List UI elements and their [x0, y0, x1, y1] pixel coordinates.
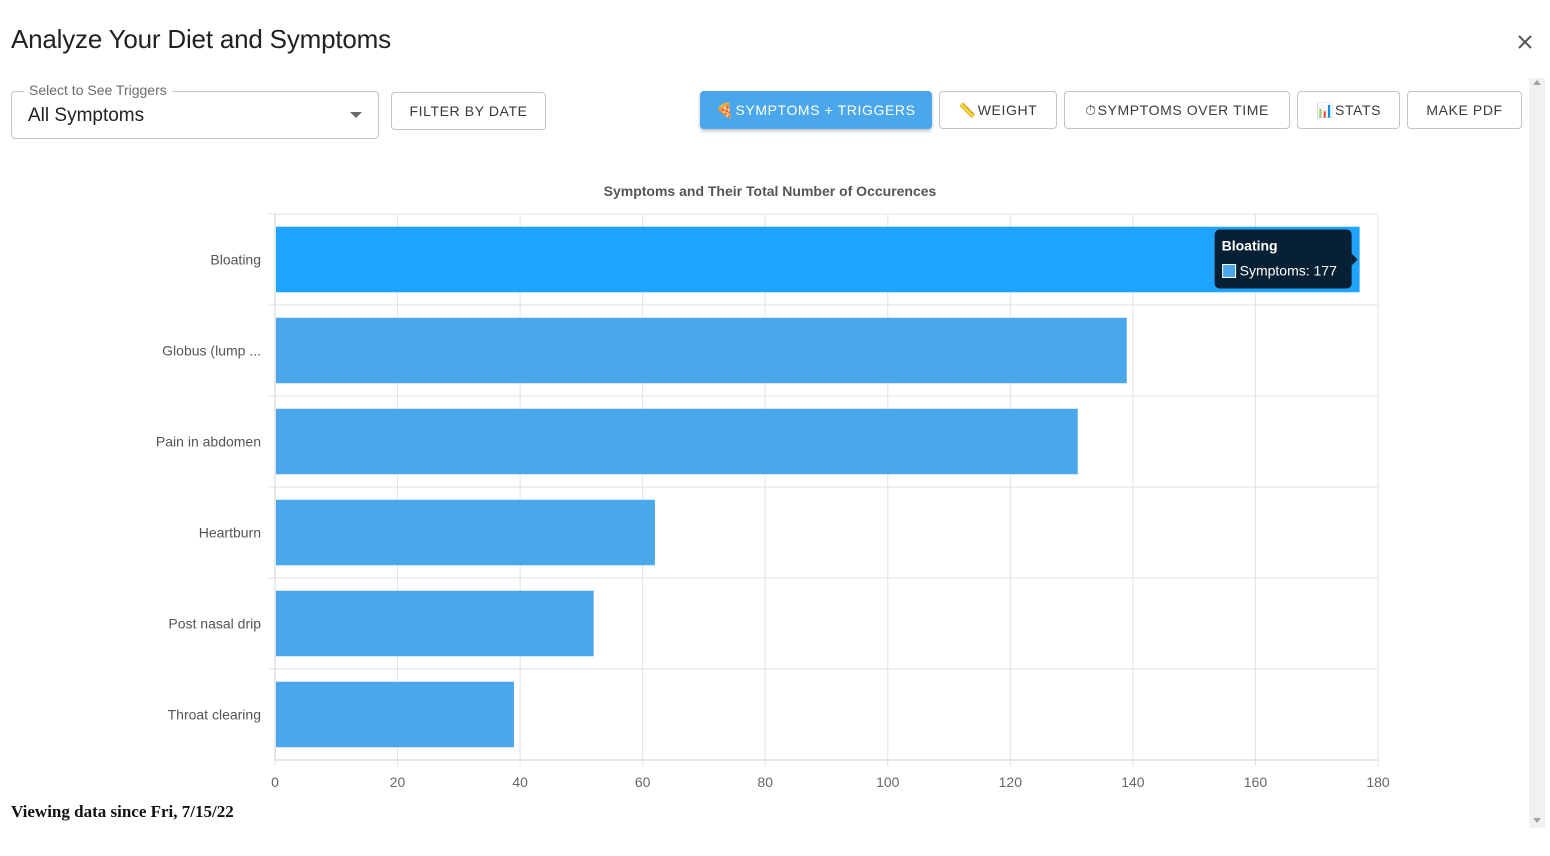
- x-tick-label: 140: [1121, 774, 1145, 790]
- bar[interactable]: [276, 408, 1078, 475]
- tooltip-swatch: [1222, 264, 1237, 278]
- x-tick-label: 60: [635, 774, 651, 790]
- chart-tooltip: Bloating Symptoms: 177: [1214, 229, 1358, 289]
- category-label: Post nasal drip: [168, 616, 261, 632]
- pizza-icon: 🍕: [716, 101, 735, 118]
- symptoms-triggers-label: SYMPTOMS + TRIGGERS: [735, 102, 916, 118]
- bar-chart-icon: 📊: [1315, 101, 1334, 118]
- symptoms-bar-chart: Symptoms and Their Total Number of Occur…: [156, 183, 1390, 790]
- ruler-icon: 📏: [958, 101, 977, 118]
- bar[interactable]: [276, 226, 1360, 293]
- stopwatch-icon: ⏱: [1085, 101, 1097, 118]
- weight-button[interactable]: 📏 WEIGHT: [939, 91, 1057, 129]
- close-icon: [1518, 35, 1532, 49]
- make-pdf-button[interactable]: MAKE PDF: [1407, 91, 1522, 129]
- chart-title: Symptoms and Their Total Number of Occur…: [604, 183, 937, 199]
- scroll-up-arrow-icon[interactable]: [1533, 80, 1541, 85]
- chevron-down-icon: [350, 112, 362, 118]
- stats-label: STATS: [1335, 102, 1382, 118]
- filter-by-date-label: FILTER BY DATE: [409, 103, 528, 119]
- category-label: Globus (lump ...: [162, 343, 261, 359]
- page-title: Analyze Your Diet and Symptoms: [11, 24, 391, 54]
- filter-by-date-button[interactable]: FILTER BY DATE: [391, 92, 546, 130]
- data-range-note: Viewing data since Fri, 7/15/22: [11, 802, 234, 821]
- symptoms-over-time-button[interactable]: ⏱ SYMPTOMS OVER TIME: [1064, 91, 1290, 129]
- scroll-down-arrow-icon[interactable]: [1533, 818, 1541, 823]
- category-label: Pain in abdomen: [156, 434, 261, 450]
- x-tick-label: 40: [512, 774, 528, 790]
- x-tick-label: 80: [757, 774, 773, 790]
- tooltip-title: Bloating: [1222, 238, 1278, 254]
- category-label: Throat clearing: [168, 707, 261, 723]
- symptoms-over-time-label: SYMPTOMS OVER TIME: [1097, 102, 1269, 118]
- x-tick-label: 160: [1244, 774, 1268, 790]
- category-label: Heartburn: [199, 525, 261, 541]
- category-label: Bloating: [210, 252, 261, 268]
- tooltip-pointer: [1351, 253, 1358, 266]
- x-tick-label: 120: [999, 774, 1023, 790]
- stats-button[interactable]: 📊 STATS: [1297, 91, 1400, 129]
- make-pdf-label: MAKE PDF: [1426, 102, 1503, 118]
- trigger-select-value: All Symptoms: [28, 105, 145, 126]
- bar[interactable]: [276, 499, 655, 566]
- close-button[interactable]: [1511, 28, 1539, 56]
- bar[interactable]: [276, 317, 1127, 384]
- x-tick-label: 20: [390, 774, 406, 790]
- symptoms-triggers-button[interactable]: 🍕 SYMPTOMS + TRIGGERS: [700, 91, 932, 129]
- bar[interactable]: [276, 590, 594, 657]
- x-tick-label: 0: [271, 774, 279, 790]
- x-tick-label: 180: [1366, 774, 1390, 790]
- x-tick-label: 100: [876, 774, 900, 790]
- tooltip-box: [1214, 229, 1352, 289]
- trigger-select-legend: Select to See Triggers: [24, 82, 172, 98]
- trigger-select[interactable]: Select to See Triggers All Symptoms: [11, 82, 379, 139]
- tooltip-value: Symptoms: 177: [1240, 263, 1337, 279]
- vertical-scrollbar[interactable]: [1529, 78, 1545, 828]
- weight-label: WEIGHT: [977, 102, 1038, 118]
- bar[interactable]: [276, 681, 514, 748]
